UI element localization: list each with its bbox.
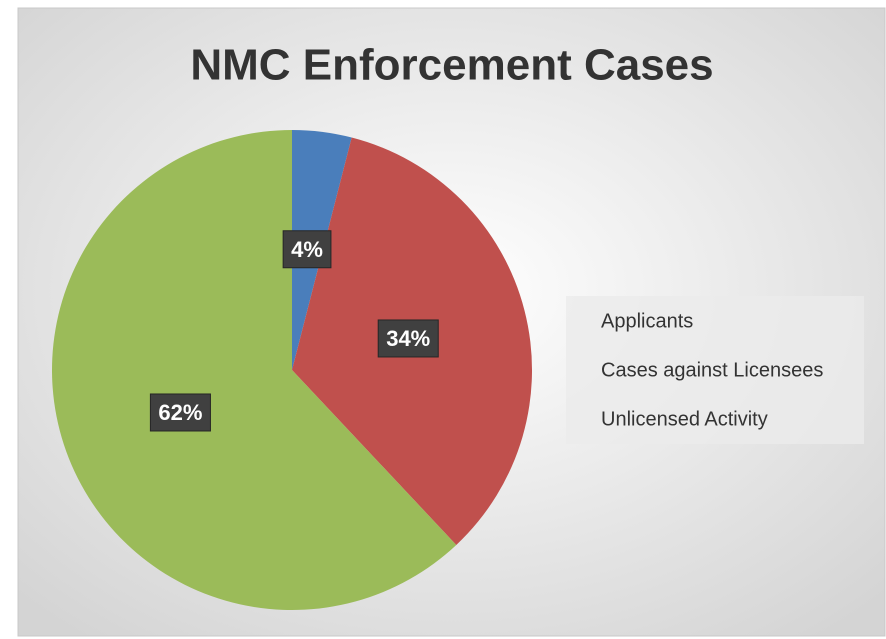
data-label-box [149,393,211,432]
legend-label: Unlicensed Activity [601,408,768,430]
data-label: 34% [386,326,430,351]
legend-box [566,296,864,444]
chart-title: NMC Enforcement Cases [190,41,713,90]
data-label: 62% [158,400,202,425]
legend-label: Cases against Licensees [601,359,823,381]
data-label-box [377,319,439,358]
data-label-box [282,230,332,269]
data-label: 4% [291,237,323,262]
pie-slice [51,130,457,610]
legend-label: Applicants [601,310,693,332]
